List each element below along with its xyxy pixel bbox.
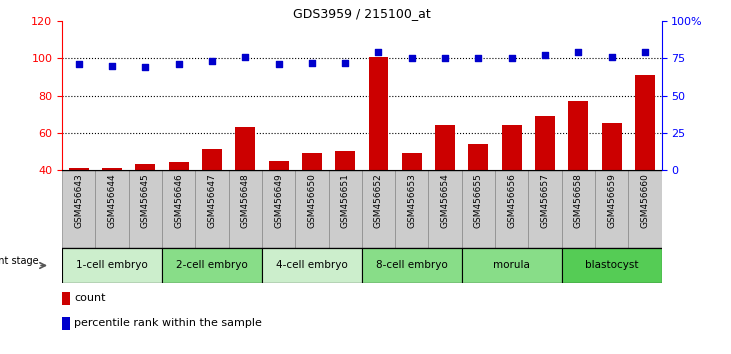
Bar xyxy=(62,317,69,330)
Text: 4-cell embryo: 4-cell embryo xyxy=(276,261,348,270)
Bar xyxy=(435,125,455,170)
Bar xyxy=(495,170,529,248)
Point xyxy=(373,50,385,55)
Bar xyxy=(602,124,621,170)
Text: GSM456649: GSM456649 xyxy=(274,173,283,228)
Bar xyxy=(428,170,462,248)
Bar xyxy=(635,75,655,170)
Text: GSM456646: GSM456646 xyxy=(174,173,183,228)
Point xyxy=(339,60,351,66)
Bar xyxy=(395,170,428,248)
Point xyxy=(406,56,417,61)
Bar xyxy=(102,168,122,170)
Bar xyxy=(561,248,662,283)
Point xyxy=(606,54,618,60)
Point xyxy=(273,62,284,67)
Bar xyxy=(561,170,595,248)
Text: 1-cell embryo: 1-cell embryo xyxy=(76,261,148,270)
Bar xyxy=(195,170,229,248)
Text: GSM456645: GSM456645 xyxy=(141,173,150,228)
Bar xyxy=(69,168,88,170)
Point xyxy=(639,50,651,55)
Bar xyxy=(229,170,262,248)
Bar xyxy=(262,170,295,248)
Point xyxy=(106,63,118,69)
Bar xyxy=(336,152,355,170)
Bar xyxy=(235,127,255,170)
Bar xyxy=(402,153,422,170)
Bar xyxy=(368,57,388,170)
Point xyxy=(572,50,584,55)
Bar xyxy=(62,292,69,305)
Bar xyxy=(96,170,129,248)
Text: GSM456655: GSM456655 xyxy=(474,173,483,228)
Point xyxy=(539,53,551,58)
Point xyxy=(506,56,518,61)
Bar xyxy=(268,161,289,170)
Text: GSM456648: GSM456648 xyxy=(240,173,250,228)
Point xyxy=(206,58,218,64)
Bar xyxy=(302,153,322,170)
Text: development stage: development stage xyxy=(0,256,38,266)
Text: 2-cell embryo: 2-cell embryo xyxy=(176,261,248,270)
Bar xyxy=(202,149,222,170)
Text: GSM456644: GSM456644 xyxy=(107,173,116,228)
Text: GSM456643: GSM456643 xyxy=(75,173,83,228)
Text: 8-cell embryo: 8-cell embryo xyxy=(376,261,447,270)
Bar xyxy=(129,170,162,248)
Text: GSM456654: GSM456654 xyxy=(441,173,450,228)
Bar xyxy=(62,248,162,283)
Bar xyxy=(328,170,362,248)
Point xyxy=(439,56,451,61)
Bar xyxy=(535,116,555,170)
Bar xyxy=(469,144,488,170)
Bar xyxy=(628,170,662,248)
Text: GSM456650: GSM456650 xyxy=(308,173,317,228)
Point xyxy=(240,54,251,60)
Text: percentile rank within the sample: percentile rank within the sample xyxy=(74,318,262,329)
Bar xyxy=(169,162,189,170)
Text: GSM456660: GSM456660 xyxy=(640,173,649,228)
Text: count: count xyxy=(74,293,105,303)
Text: GSM456652: GSM456652 xyxy=(374,173,383,228)
Bar xyxy=(162,248,262,283)
Text: GSM456656: GSM456656 xyxy=(507,173,516,228)
Bar xyxy=(135,164,156,170)
Text: GSM456658: GSM456658 xyxy=(574,173,583,228)
Bar xyxy=(162,170,195,248)
Point xyxy=(140,64,151,70)
Bar xyxy=(595,170,628,248)
Bar xyxy=(295,170,328,248)
Text: blastocyst: blastocyst xyxy=(585,261,638,270)
Text: GSM456653: GSM456653 xyxy=(407,173,416,228)
Text: GSM456659: GSM456659 xyxy=(607,173,616,228)
Bar xyxy=(501,125,522,170)
Point xyxy=(173,62,184,67)
Point xyxy=(73,62,85,67)
Bar xyxy=(462,248,561,283)
Text: GSM456651: GSM456651 xyxy=(341,173,349,228)
Bar xyxy=(462,170,495,248)
Bar xyxy=(362,248,462,283)
Bar xyxy=(262,248,362,283)
Title: GDS3959 / 215100_at: GDS3959 / 215100_at xyxy=(293,7,431,20)
Bar xyxy=(529,170,561,248)
Point xyxy=(472,56,484,61)
Bar xyxy=(568,101,588,170)
Bar xyxy=(362,170,395,248)
Text: GSM456647: GSM456647 xyxy=(208,173,216,228)
Text: morula: morula xyxy=(493,261,530,270)
Text: GSM456657: GSM456657 xyxy=(540,173,550,228)
Point xyxy=(306,60,318,66)
Bar xyxy=(62,170,96,248)
